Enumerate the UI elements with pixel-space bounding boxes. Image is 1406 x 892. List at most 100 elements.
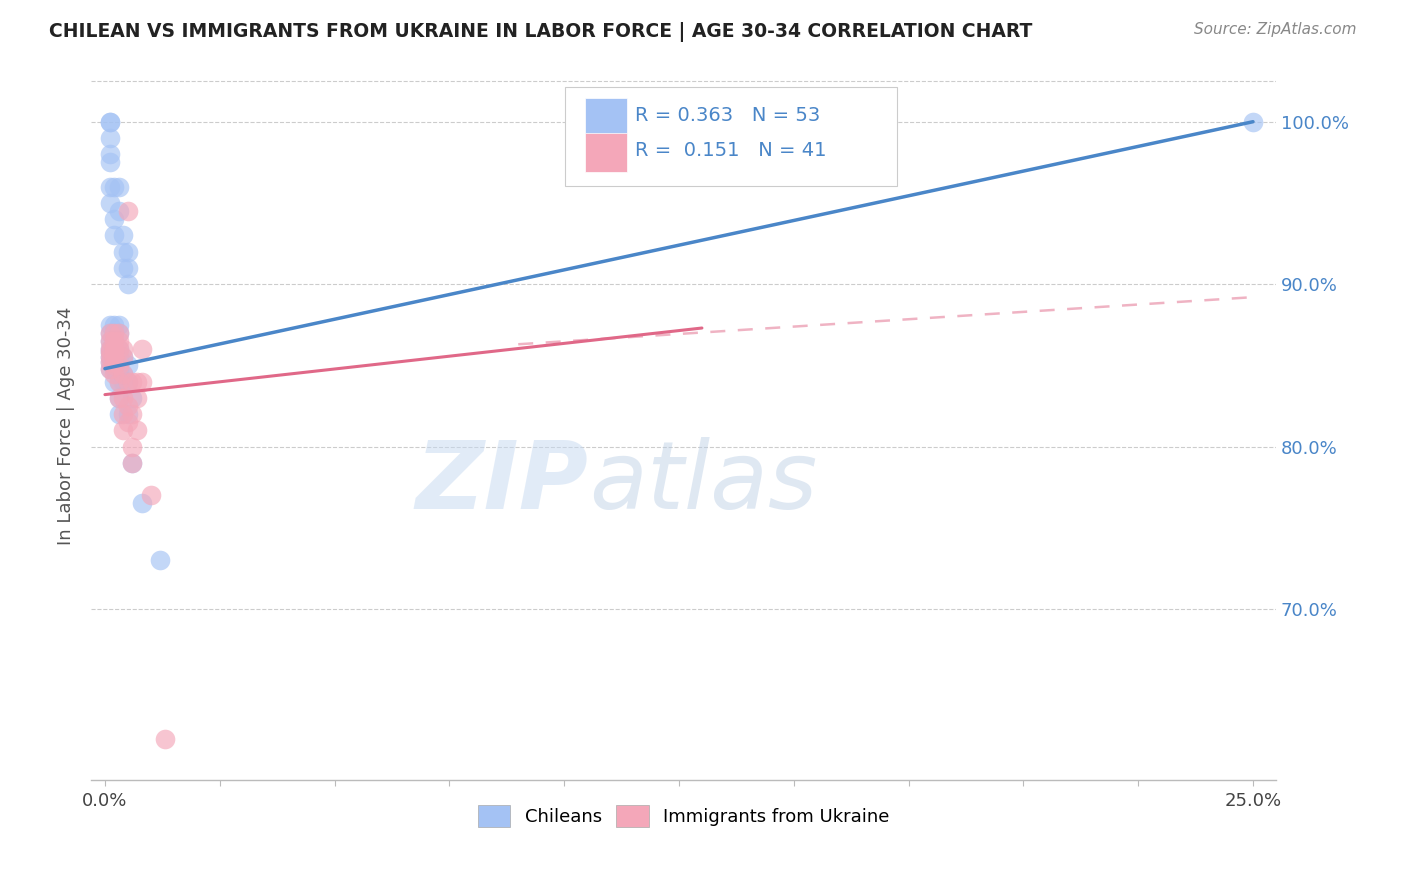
Point [107, 342, 129, 356]
Point [98, 361, 121, 376]
Point [117, 359, 139, 373]
Point [112, 351, 135, 365]
Point [98, 155, 121, 169]
Text: R =  0.151   N = 41: R = 0.151 N = 41 [636, 141, 827, 161]
Point [103, 351, 125, 365]
Y-axis label: In Labor Force | Age 30-34: In Labor Force | Age 30-34 [58, 307, 75, 546]
Point [103, 179, 125, 194]
Point [112, 407, 135, 421]
Point [103, 375, 125, 389]
Point [98, 345, 121, 359]
Point [107, 375, 129, 389]
Text: ZIP: ZIP [416, 437, 589, 529]
Point [125, 391, 148, 405]
Point [103, 361, 125, 376]
Text: Source: ZipAtlas.com: Source: ZipAtlas.com [1194, 22, 1357, 37]
Point [98, 334, 121, 348]
Point [112, 391, 135, 405]
Point [103, 342, 125, 356]
Point [112, 244, 135, 259]
Point [98, 131, 121, 145]
Point [112, 342, 135, 356]
Point [107, 326, 129, 340]
Point [112, 367, 135, 381]
Point [103, 351, 125, 365]
Point [117, 415, 139, 429]
Point [121, 440, 143, 454]
Point [107, 342, 129, 356]
Point [98, 326, 121, 340]
Point [107, 391, 129, 405]
Point [98, 345, 121, 359]
Point [103, 318, 125, 332]
Point [125, 423, 148, 437]
Point [103, 212, 125, 227]
Point [103, 345, 125, 359]
Text: atlas: atlas [589, 437, 817, 528]
Point [107, 407, 129, 421]
Point [107, 318, 129, 332]
Point [117, 375, 139, 389]
Point [112, 260, 135, 275]
Point [98, 114, 121, 128]
Point [103, 345, 125, 359]
Point [107, 391, 129, 405]
Point [98, 342, 121, 356]
Point [121, 391, 143, 405]
Point [98, 355, 121, 369]
Text: CHILEAN VS IMMIGRANTS FROM UKRAINE IN LABOR FORCE | AGE 30-34 CORRELATION CHART: CHILEAN VS IMMIGRANTS FROM UKRAINE IN LA… [49, 22, 1032, 42]
Point [98, 351, 121, 365]
Point [103, 359, 125, 373]
Point [112, 367, 135, 381]
Point [98, 326, 121, 340]
Point [117, 407, 139, 421]
Point [98, 196, 121, 211]
Point [107, 334, 129, 348]
FancyBboxPatch shape [585, 133, 627, 172]
Point [103, 326, 125, 340]
Point [98, 355, 121, 369]
FancyBboxPatch shape [585, 98, 627, 136]
Point [131, 342, 153, 356]
Point [98, 318, 121, 332]
Point [98, 114, 121, 128]
Point [117, 244, 139, 259]
Point [117, 277, 139, 292]
FancyBboxPatch shape [565, 87, 897, 186]
Point [153, 731, 176, 746]
Point [112, 375, 135, 389]
Point [131, 375, 153, 389]
Point [1241, 114, 1264, 128]
Point [139, 488, 162, 502]
Point [98, 342, 121, 356]
Point [121, 456, 143, 470]
Point [112, 351, 135, 365]
Point [117, 260, 139, 275]
Point [103, 326, 125, 340]
Point [131, 496, 153, 510]
Point [107, 359, 129, 373]
Point [107, 351, 129, 365]
Point [107, 375, 129, 389]
Point [107, 361, 129, 376]
Point [125, 375, 148, 389]
Point [112, 228, 135, 243]
Point [98, 334, 121, 348]
Point [98, 351, 121, 365]
Point [107, 326, 129, 340]
Point [103, 334, 125, 348]
Text: R = 0.363   N = 53: R = 0.363 N = 53 [636, 106, 820, 125]
Point [98, 147, 121, 161]
Point [112, 423, 135, 437]
Point [117, 375, 139, 389]
Legend: Chileans, Immigrants from Ukraine: Chileans, Immigrants from Ukraine [471, 797, 897, 834]
Point [103, 228, 125, 243]
Point [117, 399, 139, 413]
Point [98, 361, 121, 376]
Point [117, 204, 139, 219]
Point [121, 456, 143, 470]
Point [103, 355, 125, 369]
Point [121, 375, 143, 389]
Point [107, 179, 129, 194]
Point [103, 334, 125, 348]
